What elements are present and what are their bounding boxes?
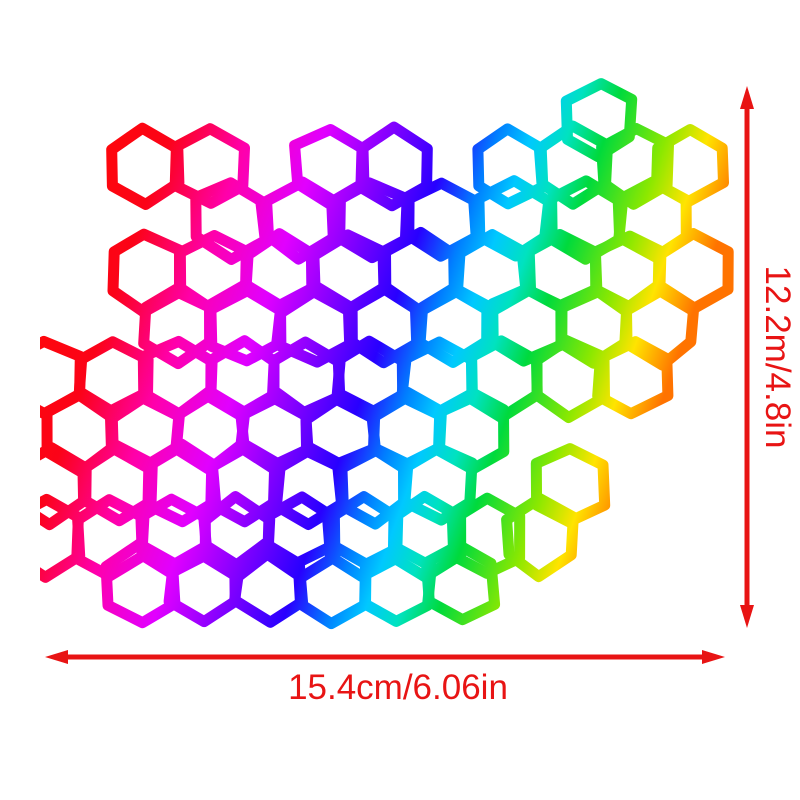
width-dimension-label: 15.4cm/6.06in [288,668,508,707]
hexagon-cell [398,442,478,526]
hexagon-cell [107,228,187,318]
height-dimension-arrow [740,86,754,628]
hexagon-cell [169,123,250,209]
hexagon-cell [106,122,185,210]
hexagon-cell [190,177,271,265]
arrow-up-icon [740,86,754,109]
honeycomb-decal [40,78,734,630]
hexagon-cell [414,282,493,368]
hexagon-cell [652,228,734,316]
hexagon-cell [40,493,86,583]
arrow-left-icon [45,650,68,664]
hexagon-cell [592,336,674,420]
hexagon-cell [346,281,423,369]
arrow-right-icon [702,650,725,664]
hexagon-cell [420,539,501,626]
height-dimension-label: 12.2m/4.8in [758,265,797,449]
hexagon-cell [355,121,433,212]
hexagon-cell [501,493,579,583]
arrow-down-icon [740,605,754,628]
hexagon-cell [261,176,339,265]
width-dimension-arrow [45,650,725,664]
